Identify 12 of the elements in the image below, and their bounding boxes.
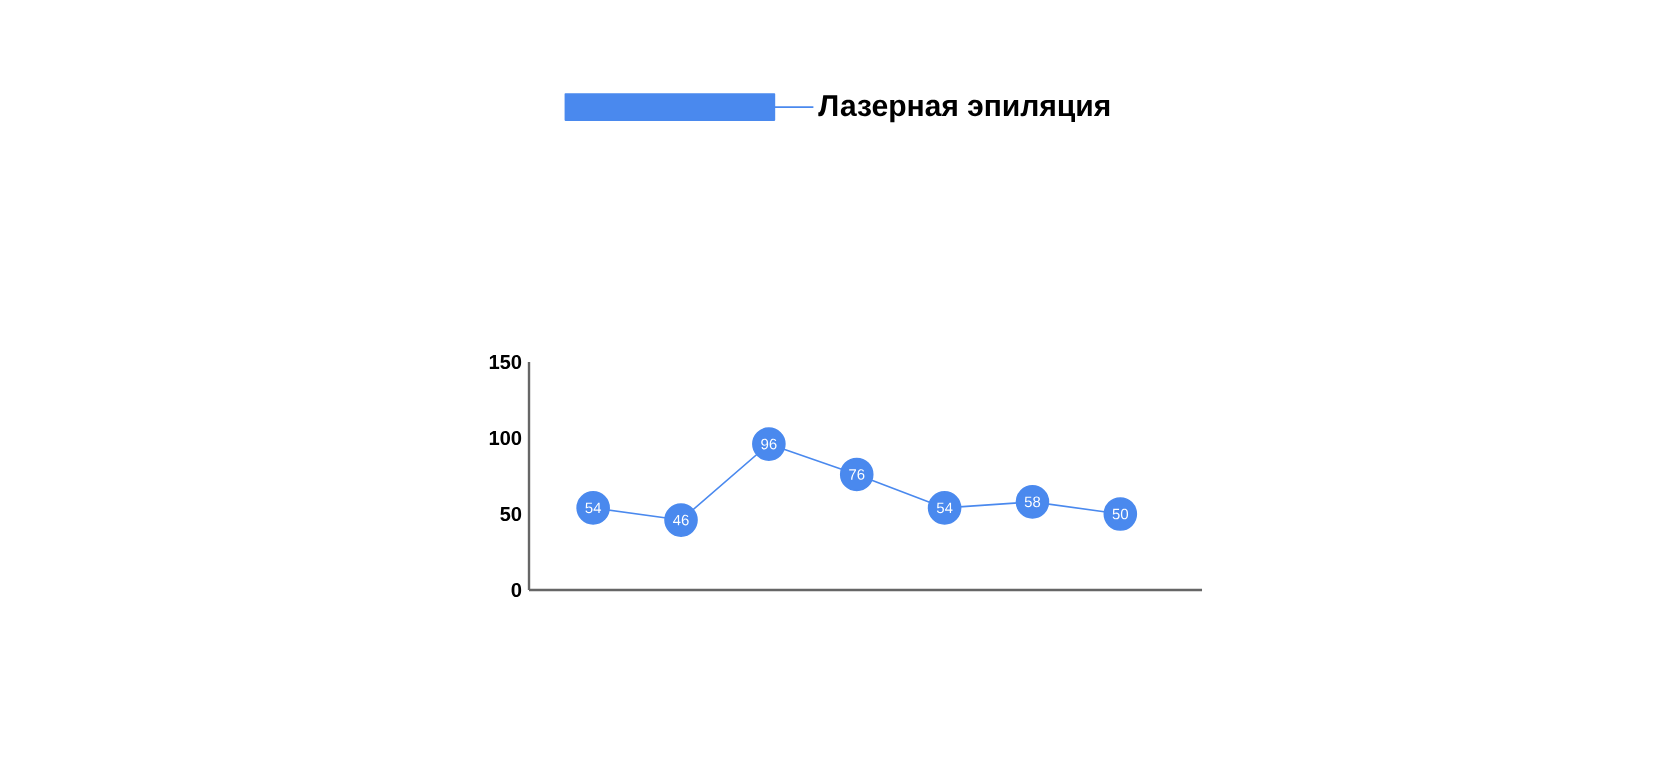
y-tick-label: 150 (489, 354, 522, 370)
data-label: 96 (761, 438, 777, 450)
data-label: 76 (849, 469, 865, 480)
data-label: 54 (585, 502, 602, 514)
data-label: 58 (1024, 496, 1041, 508)
y-tick-label: 50 (500, 506, 522, 522)
legend-label: Лазерная эпиляция (818, 95, 1110, 123)
data-label: 50 (1112, 508, 1129, 520)
y-tick-label: 100 (489, 430, 522, 446)
data-label: 46 (673, 514, 689, 526)
data-label: 54 (936, 502, 953, 514)
y-tick-label: 0 (511, 582, 522, 598)
